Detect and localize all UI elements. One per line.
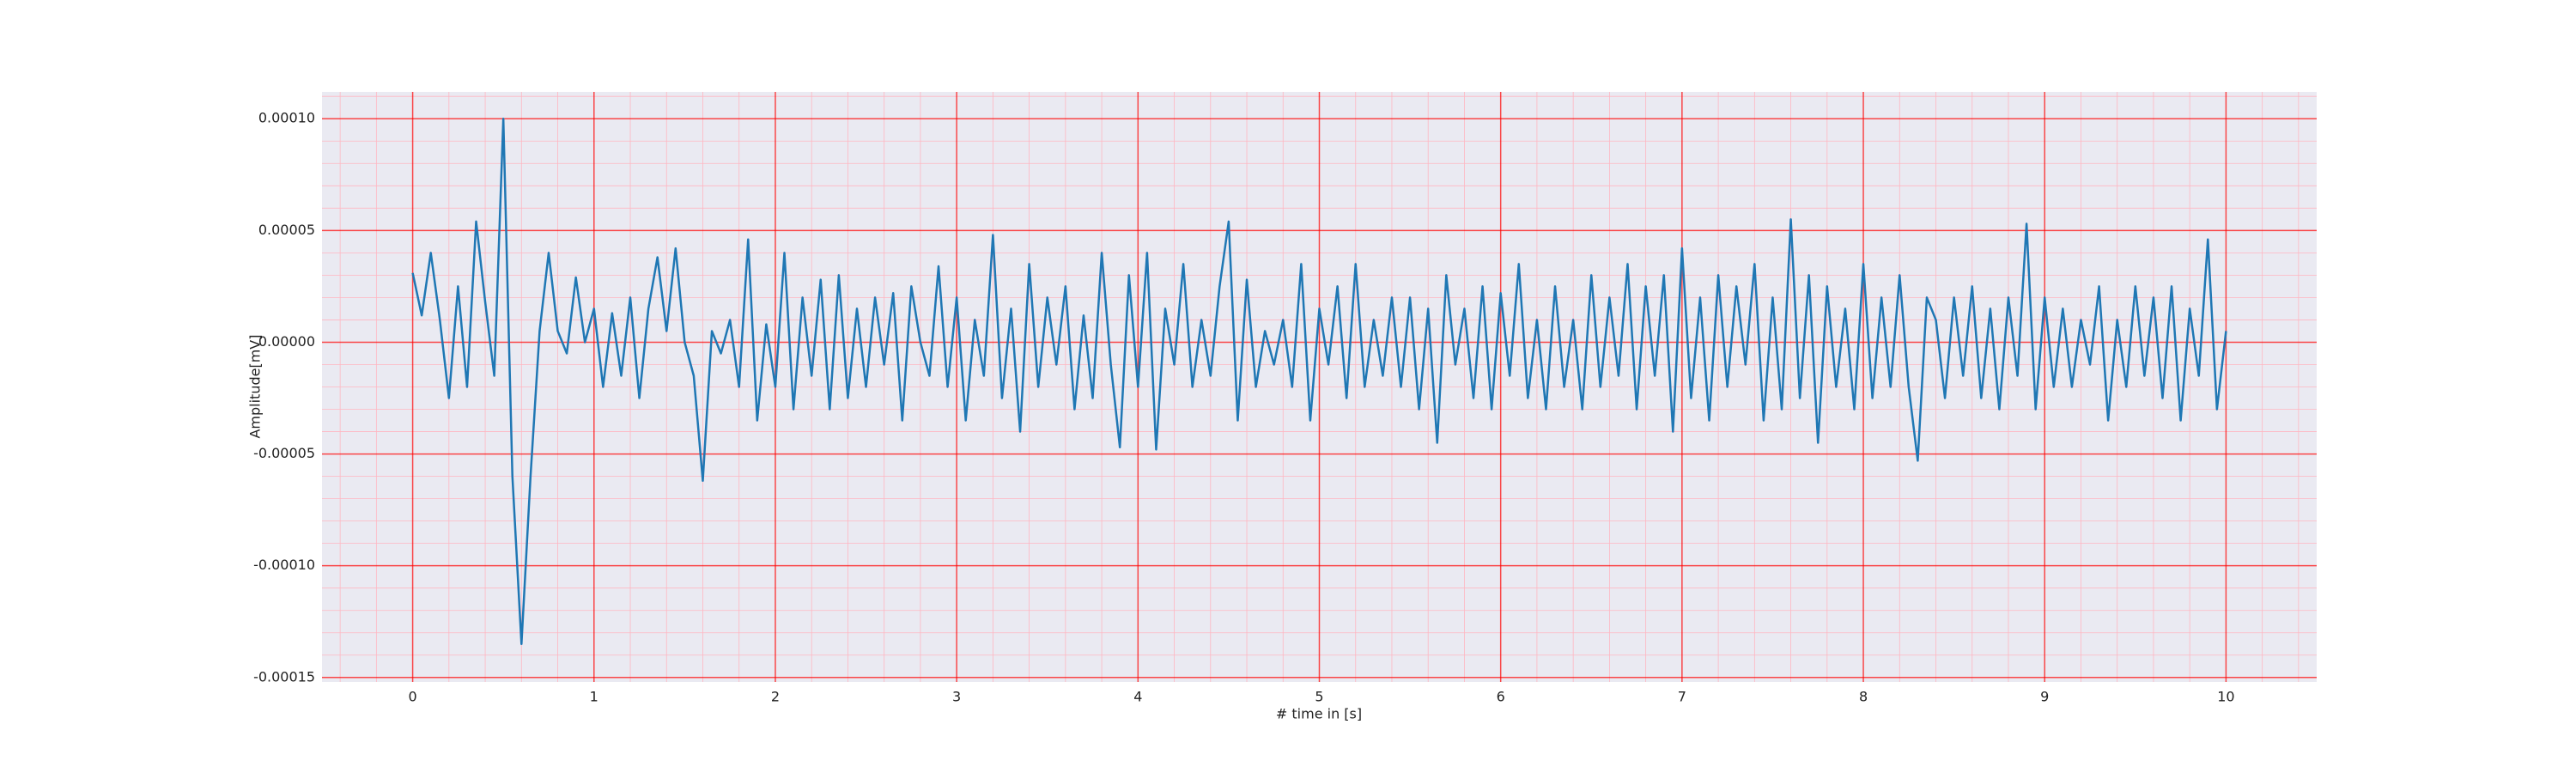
x-tick-label: 4	[1133, 689, 1142, 705]
y-axis-label: Amplitude[mV]	[247, 334, 264, 438]
labels: 0 1 2 3 4 5 6 7 8 9 10 -0.00015 -0.00010 -0.00005 0.00…	[253, 110, 2235, 705]
y-tick-label: 0.00005	[258, 222, 315, 238]
x-tick-label: 1	[590, 689, 598, 705]
x-axis-label: # time in [s]	[1276, 706, 1362, 722]
x-tick-label: 3	[952, 689, 961, 705]
y-tick-label: 0.00000	[258, 333, 315, 350]
x-tick-label: 7	[1678, 689, 1686, 705]
x-tick-label: 5	[1315, 689, 1323, 705]
x-tick-label: 0	[408, 689, 416, 705]
marks	[411, 117, 2227, 646]
x-tick-label: 8	[1859, 689, 1868, 705]
x-tick-label: 10	[2217, 689, 2234, 705]
y-tick-label: -0.00015	[253, 668, 315, 685]
y-tick-label: -0.00005	[253, 445, 315, 461]
x-tick-label: 6	[1497, 689, 1505, 705]
x-tick-label: 9	[2040, 689, 2049, 705]
y-tick-label: 0.00010	[258, 110, 315, 126]
x-tick-label: 2	[771, 689, 780, 705]
signal-line	[411, 117, 2227, 646]
y-tick-label: -0.00010	[253, 557, 315, 573]
